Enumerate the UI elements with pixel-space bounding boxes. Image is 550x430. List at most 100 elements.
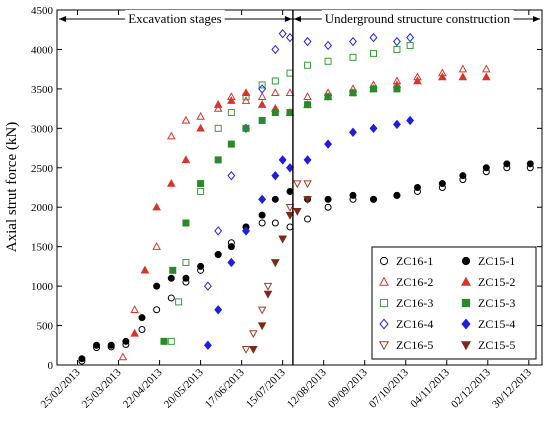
data-point bbox=[214, 251, 222, 259]
data-point bbox=[227, 170, 236, 181]
data-point bbox=[153, 306, 161, 314]
data-point bbox=[196, 111, 205, 120]
legend-label: ZC15-1 bbox=[478, 254, 515, 268]
legend-marker bbox=[379, 256, 389, 266]
data-point bbox=[303, 92, 312, 100]
data-point bbox=[118, 352, 128, 361]
legend-item: ZC15-2 bbox=[461, 275, 515, 289]
legend-marker bbox=[461, 341, 471, 351]
legend-label: ZC16-4 bbox=[396, 317, 433, 331]
data-point bbox=[349, 191, 357, 199]
data-point bbox=[324, 40, 333, 51]
data-point bbox=[293, 207, 302, 216]
data-point bbox=[406, 42, 414, 49]
data-point bbox=[167, 294, 175, 302]
data-point bbox=[369, 123, 378, 134]
data-point bbox=[213, 100, 223, 108]
data-point bbox=[214, 156, 222, 164]
data-point bbox=[227, 96, 236, 104]
y-tick-label: 2000 bbox=[31, 202, 54, 214]
data-point bbox=[249, 346, 258, 354]
data-point bbox=[304, 101, 312, 109]
underground-construction-label: Underground structure construction bbox=[325, 11, 511, 26]
series-zc15-1 bbox=[78, 160, 534, 363]
series-zc15-4 bbox=[203, 115, 415, 350]
data-point bbox=[197, 187, 205, 195]
data-point bbox=[138, 326, 146, 333]
data-point bbox=[227, 109, 235, 117]
data-point bbox=[369, 195, 377, 203]
series-zc16-4 bbox=[203, 28, 415, 291]
legend-label: ZC16-5 bbox=[396, 338, 433, 352]
y-tick-label: 0 bbox=[48, 360, 54, 372]
data-point bbox=[349, 36, 357, 47]
x-tick-label: 12/08/2013 bbox=[285, 366, 329, 410]
data-point bbox=[413, 184, 421, 191]
arrow-head bbox=[293, 16, 301, 22]
data-point bbox=[459, 172, 467, 180]
x-tick-label: 15/07/2013 bbox=[244, 366, 288, 410]
data-point bbox=[152, 202, 161, 211]
data-point bbox=[263, 282, 273, 291]
data-point bbox=[438, 180, 446, 188]
data-point bbox=[392, 36, 401, 47]
data-point bbox=[303, 36, 312, 47]
data-point bbox=[285, 88, 295, 97]
legend-marker bbox=[379, 341, 389, 351]
data-point bbox=[286, 32, 294, 43]
data-point bbox=[241, 88, 251, 97]
data-point bbox=[286, 109, 294, 117]
data-point bbox=[197, 262, 205, 270]
data-point bbox=[293, 180, 302, 189]
y-tick-label: 2500 bbox=[31, 163, 54, 175]
data-point bbox=[167, 337, 175, 345]
data-point bbox=[241, 346, 251, 354]
y-tick-label: 3500 bbox=[31, 84, 54, 96]
legend-label: ZC15-5 bbox=[478, 338, 515, 352]
data-point bbox=[182, 258, 190, 266]
data-point bbox=[166, 131, 176, 140]
data-point bbox=[349, 89, 357, 97]
data-point bbox=[324, 139, 333, 149]
data-point bbox=[458, 64, 468, 73]
data-point bbox=[182, 219, 190, 227]
data-point bbox=[257, 92, 267, 100]
data-point bbox=[503, 160, 511, 168]
data-point bbox=[482, 164, 490, 172]
x-tick-label: 02/12/2013 bbox=[449, 366, 493, 410]
data-point bbox=[303, 180, 312, 189]
data-point bbox=[438, 72, 447, 81]
data-point bbox=[304, 61, 312, 69]
data-point bbox=[227, 243, 235, 251]
data-point bbox=[258, 81, 266, 89]
data-point bbox=[278, 155, 287, 165]
data-point bbox=[167, 274, 175, 282]
legend-item: ZC16-1 bbox=[379, 254, 433, 268]
data-point bbox=[196, 123, 205, 132]
arrow-head bbox=[284, 16, 292, 22]
legend-item: ZC16-3 bbox=[379, 296, 433, 310]
data-point bbox=[227, 257, 236, 268]
data-point bbox=[271, 170, 280, 181]
legend-item: ZC16-4 bbox=[379, 317, 433, 331]
legend-box bbox=[371, 246, 537, 360]
arrow-head bbox=[533, 16, 540, 22]
legend: ZC16-1 ZC16-2 ZC16-3 ZC16-4 ZC16-5 ZC15-1 ZC15… bbox=[371, 246, 537, 360]
legend-item: ZC15-5 bbox=[461, 338, 515, 352]
data-point bbox=[286, 163, 294, 173]
data-point bbox=[271, 88, 280, 97]
data-point bbox=[258, 219, 266, 227]
y-axis-ticks: 0 500 1000 1500 2000 2500 3000 3500 4000 4500 bbox=[31, 5, 542, 372]
data-point bbox=[93, 341, 101, 349]
data-point bbox=[249, 330, 258, 339]
legend-label: ZC16-2 bbox=[396, 275, 433, 289]
data-point bbox=[324, 93, 332, 101]
data-point bbox=[227, 140, 235, 148]
annot-bg bbox=[125, 10, 225, 27]
data-point bbox=[138, 314, 146, 322]
data-point bbox=[242, 124, 250, 132]
series-zc15-5 bbox=[249, 196, 312, 354]
legend-item: ZC15-1 bbox=[461, 254, 515, 268]
data-point bbox=[271, 195, 279, 203]
